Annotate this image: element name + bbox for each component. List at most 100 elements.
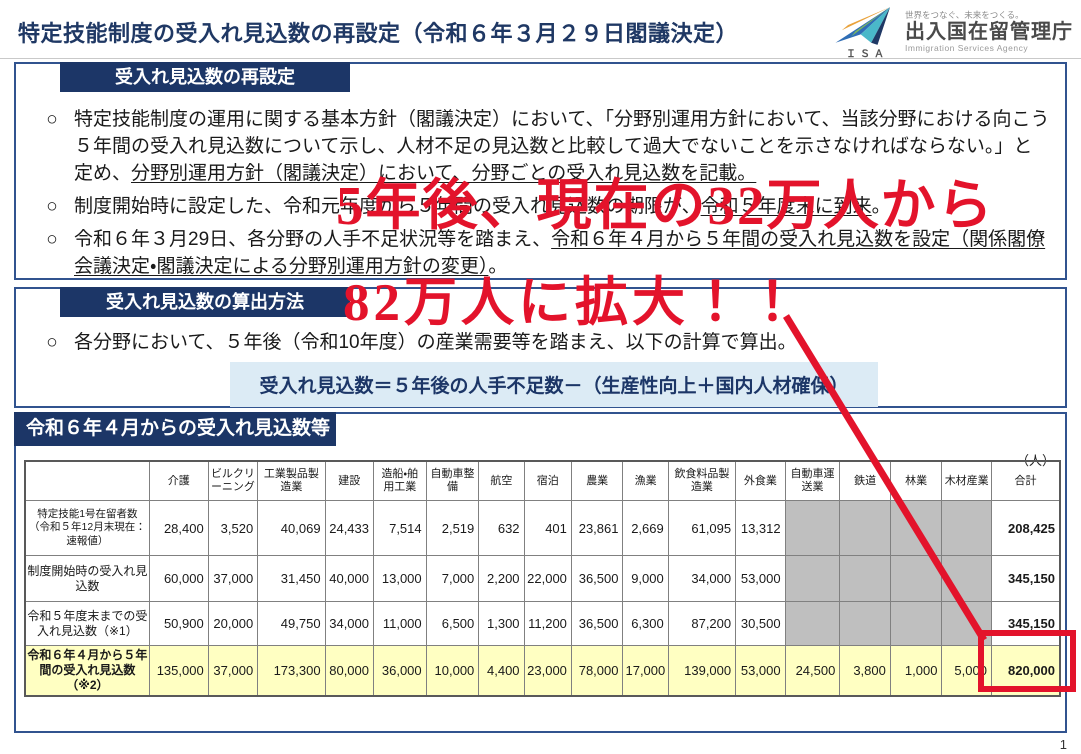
col-header: 自動車整備 [425,460,480,501]
col-header: 工業製品製造業 [257,460,326,501]
bullet-item: 制度開始時に設定した、令和元年度から５年間の受入れ見込数の期限が、令和５年度末に… [30,193,1051,220]
logo-org-name-en: Immigration Services Agency [905,43,1029,53]
data-cell: 17,000 [622,645,669,697]
data-cell: 4,400 [478,645,525,697]
data-cell: 36,000 [373,645,427,697]
formula-box: 受入れ見込数＝５年後の人手不足数－（生産性向上＋国内人材確保） [230,362,878,407]
data-cell: 820,000 [990,645,1061,697]
page-number: 1 [1059,737,1067,752]
col-header: 造船・舶用工業 [373,460,427,501]
data-cell: 3,520 [207,500,259,556]
col-header: 木材産業 [941,460,992,501]
data-cell [941,601,992,646]
section-reset-heading: 受入れ見込数の再設定 [60,62,350,92]
page-header: 特定技能制度の受入れ見込数の再設定（令和６年３月２９日閣議決定） ＩＳＡ 世界を… [0,0,1081,60]
data-cell: 34,000 [324,601,375,646]
data-cell: 87,200 [667,601,737,646]
data-cell: 28,400 [148,500,209,556]
data-cell: 139,000 [667,645,737,697]
data-cell: 23,861 [570,500,624,556]
data-cell: 3,800 [839,645,891,697]
circle-bullet-icon [30,329,74,356]
table-section-heading: 令和６年４月からの受入れ見込数等 [14,412,336,446]
data-cell: 30,500 [735,601,786,646]
bullet-text-plain: 。 [871,196,891,217]
bullet-text: 特定技能制度の運用に関する基本方針（閣議決定）において、「分野別運用方針において… [74,106,1051,187]
data-cell: 49,750 [257,601,326,646]
data-cell: 11,200 [523,601,572,646]
annotation-line1: 5年後、現在の32万人から [336,175,995,236]
data-cell: 13,000 [373,555,427,602]
circle-bullet-icon [30,226,74,280]
data-cell: 6,300 [622,601,669,646]
section-calc-heading: 受入れ見込数の算出方法 [60,287,350,317]
data-cell: 13,312 [735,500,786,556]
data-cell: 37,000 [207,555,259,602]
bullet-text: 各分野において、５年後（令和10年度）の産業需要等を踏まえ、以下の計算で算出。 [74,332,797,353]
data-cell: 7,514 [373,500,427,556]
logo-tagline: 世界をつなぐ、未来をつくる。 [905,10,1024,21]
isa-label: ＩＳＡ [846,49,888,60]
data-cell [784,601,841,646]
data-cell: 36,500 [570,555,624,602]
data-cell: 401 [523,500,572,556]
data-cell: 2,519 [425,500,480,556]
data-cell: 10,000 [425,645,480,697]
section-reset-box: 受入れ見込数の再設定 特定技能制度の運用に関する基本方針（閣議決定）において、「… [14,62,1067,280]
bullet-text-plain: 。 [488,256,508,277]
data-cell: 2,200 [478,555,525,602]
bullet-text: 制度開始時に設定した、令和元年度から５年間の受入れ見込数の期限が、令和５年度末に… [74,193,1051,220]
data-cell: 40,000 [324,555,375,602]
data-cell: 345,150 [990,555,1061,602]
table-section-box: 令和６年４月からの受入れ見込数等 （人） 介護 ビルクリーニング 工業製品製造業 建設… [14,412,1067,733]
col-header: 外食業 [735,460,786,501]
col-header: 農業 [570,460,624,501]
data-cell [839,601,891,646]
bullet-text-plain: 令和６年３月29日、各分野の人手不足状況等を踏まえ、 [74,229,552,250]
data-cell: 9,000 [622,555,669,602]
data-cell: 22,000 [523,555,572,602]
bullet-text-underlined: 令和６年４月から５年間の受入れ見込数を設定（関係閣僚会議決定・閣議決定による分野… [74,229,1046,277]
data-cell [889,500,943,556]
row-label: 令和６年４月から５年間の受入れ見込数（※2） [24,645,150,697]
data-cell: 7,000 [425,555,480,602]
data-cell [839,555,891,602]
data-cell: 6,500 [425,601,480,646]
data-cell: 80,000 [324,645,375,697]
data-cell: 2,669 [622,500,669,556]
data-cell: 1,300 [478,601,525,646]
bullet-text-underlined: 分野別運用方針（閣議決定）において、分野ごとの受入れ見込数を記載。 [131,163,757,184]
bullet-text: 令和６年３月29日、各分野の人手不足状況等を踏まえ、令和６年４月から５年間の受入… [74,226,1051,280]
data-cell: 24,433 [324,500,375,556]
col-header: 宿泊 [523,460,572,501]
data-cell [784,555,841,602]
bullet-text-plain: 制度開始時に設定した、令和元年度から５年間の受入れ見込数の期限が、 [74,196,701,217]
annotation-line2: 82万人に拡大！！ [343,274,803,332]
col-header: 漁業 [622,460,669,501]
col-header: ビルクリーニング [207,460,259,501]
data-cell: 60,000 [148,555,209,602]
main-table: 介護 ビルクリーニング 工業製品製造業 建設 造船・舶用工業 自動車整備 航空 宿泊 農業 漁業飲… [24,460,1061,697]
logo-org-name: 出入国在留管理庁 [905,21,1073,43]
data-cell: 345,150 [990,601,1061,646]
section-calc-box: 受入れ見込数の算出方法 各分野において、５年後（令和10年度）の産業需要等を踏ま… [14,287,1067,408]
col-header: 合計 [990,460,1061,501]
row-label: 制度開始時の受入れ見込数 [24,555,150,602]
data-cell: 50,900 [148,601,209,646]
data-cell [889,601,943,646]
circle-bullet-icon [30,193,74,220]
data-cell: 20,000 [207,601,259,646]
data-cell: 24,500 [784,645,841,697]
data-cell: 173,300 [257,645,326,697]
section-reset-body: 特定技能制度の運用に関する基本方針（閣議決定）において、「分野別運用方針において… [16,64,1065,280]
bullet-item: 各分野において、５年後（令和10年度）の産業需要等を踏まえ、以下の計算で算出。 [30,329,1051,356]
paper-plane-icon: ＩＳＡ [835,5,899,60]
data-cell [784,500,841,556]
data-cell: 31,450 [257,555,326,602]
col-header: 鉄道 [839,460,891,501]
data-cell [889,555,943,602]
col-header: 介護 [148,460,209,501]
col-header: 林業 [889,460,943,501]
section-calc-body: 各分野において、５年後（令和10年度）の産業需要等を踏まえ、以下の計算で算出。 … [16,289,1065,407]
